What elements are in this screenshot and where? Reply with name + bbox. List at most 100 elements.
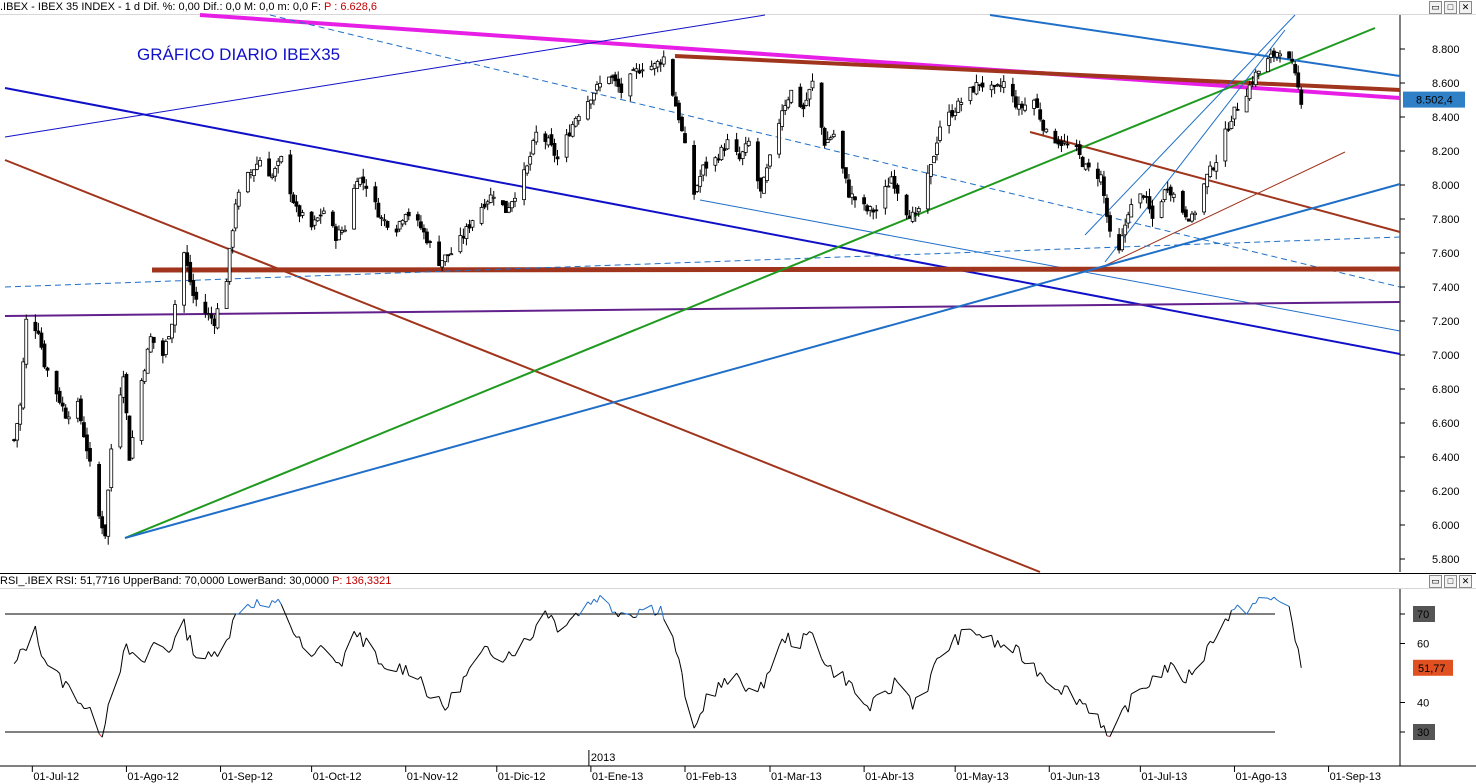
rsi-segment xyxy=(356,632,361,638)
rsi-segment xyxy=(739,677,744,686)
close-button[interactable]: ✕ xyxy=(1459,1,1472,14)
candle xyxy=(130,430,135,460)
candle xyxy=(552,138,557,163)
x-tick-label: 01-Feb-13 xyxy=(686,771,737,783)
rsi-segment xyxy=(110,671,121,697)
x-tick-label: 01-Nov-12 xyxy=(407,771,458,783)
rsi-restore-button[interactable]: □ xyxy=(1444,575,1457,588)
rsi-segment xyxy=(107,696,112,705)
rsi-segment xyxy=(724,677,728,685)
rsi-segment xyxy=(614,611,619,618)
candle xyxy=(170,323,174,344)
rsi-segment xyxy=(575,612,580,617)
rsi-segment xyxy=(98,733,103,738)
rsi-segment xyxy=(827,664,831,667)
candle xyxy=(485,199,490,211)
candle xyxy=(446,254,451,263)
rsi-segment xyxy=(1021,660,1026,665)
rsi-segment xyxy=(696,713,701,723)
candle xyxy=(230,228,235,254)
rsi-segment xyxy=(463,675,467,678)
purple-line xyxy=(4,301,1401,317)
restore-button[interactable]: □ xyxy=(1444,1,1457,14)
candle xyxy=(321,207,326,215)
rsi-segment xyxy=(1036,672,1041,677)
candle xyxy=(1235,102,1240,111)
candle xyxy=(233,198,238,232)
candle xyxy=(312,215,317,230)
candle xyxy=(85,427,89,460)
rsi-segment xyxy=(214,651,218,657)
rsi-segment xyxy=(778,638,783,647)
rsi-segment xyxy=(1161,664,1166,678)
rsi-segment xyxy=(906,692,911,697)
rsi-segment xyxy=(1258,597,1268,599)
candle xyxy=(722,143,727,157)
rsi-segment xyxy=(784,632,789,644)
candle xyxy=(825,131,830,143)
dashed-channel-line xyxy=(269,14,1401,288)
candle xyxy=(309,211,314,231)
candle xyxy=(443,254,448,266)
rsi-segment xyxy=(557,624,567,633)
candle xyxy=(938,120,942,143)
candle xyxy=(1032,98,1037,116)
pointer-value-label: P : 6.628,6 xyxy=(324,1,378,13)
candle xyxy=(1275,51,1279,61)
candle xyxy=(333,223,338,249)
candle xyxy=(786,96,791,110)
rsi-close-button[interactable]: ✕ xyxy=(1459,575,1472,588)
candle xyxy=(768,154,772,169)
rsi-segment xyxy=(630,614,634,619)
candle xyxy=(831,129,836,139)
rsi-segment xyxy=(162,646,167,651)
candle xyxy=(18,402,23,431)
rsi-segment xyxy=(1276,599,1281,603)
candle xyxy=(1287,51,1292,59)
rsi-segment xyxy=(399,663,404,675)
rsi-segment xyxy=(1060,685,1065,695)
minimize-button[interactable]: ▭ xyxy=(1429,1,1442,14)
rsi-segment xyxy=(1131,688,1141,695)
candle xyxy=(913,206,918,222)
candle xyxy=(1059,136,1064,153)
candle xyxy=(810,73,815,91)
candle xyxy=(628,73,633,102)
candle xyxy=(692,140,697,200)
candle xyxy=(194,286,199,307)
rsi-segment xyxy=(529,636,534,641)
rsi-segment xyxy=(353,631,358,638)
rsi-segment xyxy=(447,692,452,707)
candle xyxy=(1041,119,1046,135)
rsi-segment xyxy=(876,690,886,696)
rsi-segment xyxy=(129,651,133,655)
candle xyxy=(616,71,621,93)
candle xyxy=(1299,86,1304,109)
candle xyxy=(840,130,845,174)
rsi-segment xyxy=(806,631,810,636)
candle xyxy=(746,137,751,147)
candle xyxy=(868,205,873,217)
rsi-segment xyxy=(1255,597,1260,604)
candle xyxy=(12,438,17,443)
candle xyxy=(203,293,208,318)
rsi-segment xyxy=(487,646,492,655)
rsi-segment xyxy=(59,673,64,688)
rsi-segment xyxy=(885,690,889,695)
rsi-segment xyxy=(927,673,932,692)
candle xyxy=(1020,100,1024,115)
rsi-minimize-button[interactable]: ▭ xyxy=(1429,575,1442,588)
candle xyxy=(683,126,687,144)
candle xyxy=(42,340,47,369)
x-tick-label: 01-Jul-13 xyxy=(1141,771,1187,783)
candle xyxy=(109,443,114,492)
candle xyxy=(649,60,654,71)
candle xyxy=(273,166,278,182)
rsi-segment xyxy=(933,658,938,665)
candle xyxy=(546,135,551,148)
candle xyxy=(534,125,539,145)
candle xyxy=(570,121,575,138)
candle xyxy=(279,155,284,164)
rsi-segment xyxy=(842,671,847,686)
